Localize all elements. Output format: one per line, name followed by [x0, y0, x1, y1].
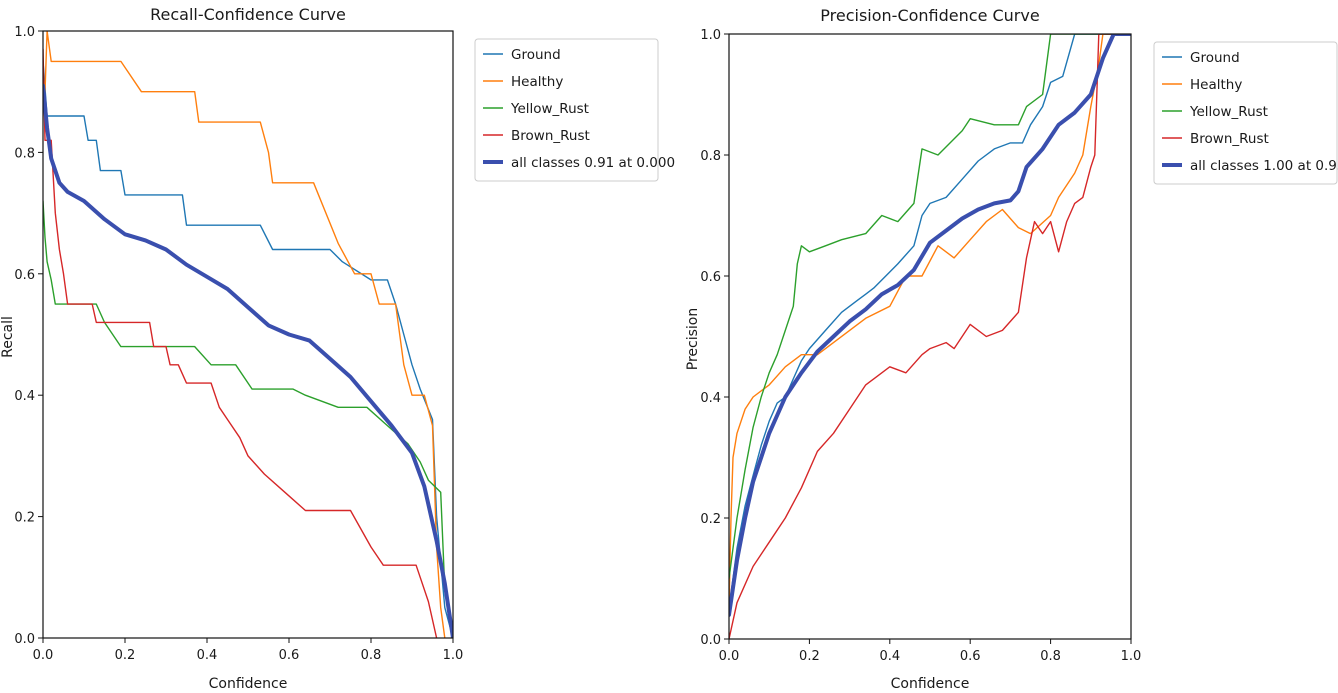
x-tick-label: 1.0: [443, 648, 464, 663]
x-tick-label: 0.8: [1040, 649, 1061, 664]
axes-frame: [42, 30, 454, 639]
x-tick-label: 0.6: [960, 649, 981, 664]
series-line-ground: [729, 34, 1131, 610]
series-line-all: [729, 34, 1131, 617]
chart-title: Precision-Confidence Curve: [820, 6, 1039, 25]
y-tick-label: 0.4: [700, 391, 721, 406]
y-tick-label: 0.6: [700, 270, 721, 285]
y-tick-label: 0.2: [700, 512, 721, 527]
x-tick-label: 0.2: [115, 648, 136, 663]
plot-area: 0.0 0.2 0.4 0.6 0.8 1.0 0.0 0.2 0.4 0.6 0.8 1.0: [700, 28, 1141, 664]
legend-entry: Yellow_Rust: [483, 101, 589, 117]
y-tick-label: 0.0: [14, 632, 35, 647]
y-tick-label: 1.0: [700, 28, 721, 43]
plot-area: 0.0 0.2 0.4 0.6 0.8 1.0 0.0 0.2 0.4 0.6 0.8 1.0: [14, 25, 463, 663]
series-line-yellow-rust: [729, 34, 1131, 580]
x-axis-label: Confidence: [209, 676, 288, 692]
legend-entry: Healthy: [483, 74, 563, 90]
legend-label: Healthy: [511, 74, 563, 90]
legend-entry: Brown_Rust: [1162, 131, 1269, 147]
legend-entry: all classes 1.00 at 0.957: [1162, 158, 1338, 174]
series-line-brown-rust: [43, 48, 438, 638]
x-tick-label: 0.4: [879, 649, 900, 664]
series-line-brown-rust: [729, 34, 1131, 639]
recall-confidence-chart: Recall-Confidence Curve 0.0 0.2 0.4 0.6 0.8 1…: [0, 5, 675, 692]
y-tick-label: 0.2: [14, 511, 35, 526]
series-line-healthy: [729, 34, 1131, 610]
series-line-ground: [43, 60, 453, 638]
x-tick-label: 0.0: [33, 648, 54, 663]
legend-label: Brown_Rust: [511, 128, 590, 144]
legend-label: Ground: [1190, 50, 1240, 66]
y-tick-label: 0.0: [700, 633, 721, 648]
y-tick-label: 0.4: [14, 389, 35, 404]
x-tick-label: 0.2: [799, 649, 820, 664]
legend-entry: Ground: [1162, 50, 1240, 66]
precision-confidence-chart: Precision-Confidence Curve 0.0 0.2 0.4 0.6 0…: [685, 6, 1338, 692]
y-tick-label: 0.8: [700, 149, 721, 164]
legend-entry: Brown_Rust: [483, 128, 590, 144]
legend-label: Ground: [511, 47, 561, 63]
legend-entry: all classes 0.91 at 0.000: [483, 155, 675, 171]
series-line-healthy: [43, 31, 446, 638]
x-tick-label: 0.4: [197, 648, 218, 663]
chart-title: Recall-Confidence Curve: [150, 5, 346, 24]
legend-label: Healthy: [1190, 77, 1242, 93]
legend-entry: Yellow_Rust: [1162, 104, 1268, 120]
x-tick-label: 0.8: [361, 648, 382, 663]
legend-label: Yellow_Rust: [1189, 104, 1268, 120]
legend-label: Yellow_Rust: [510, 101, 589, 117]
series-group: [43, 31, 453, 638]
x-tick-label: 1.0: [1121, 649, 1142, 664]
legend-label: all classes 1.00 at 0.957: [1190, 158, 1338, 174]
axes-frame: [728, 33, 1132, 640]
legend-label: Brown_Rust: [1190, 131, 1269, 147]
y-tick-label: 0.6: [14, 268, 35, 283]
legend-entry: Healthy: [1162, 77, 1242, 93]
x-axis-label: Confidence: [891, 676, 970, 692]
series-line-yellow-rust: [43, 200, 453, 638]
legend-box: [1153, 41, 1338, 185]
y-axis-label: Precision: [685, 308, 701, 370]
y-axis-label: Recall: [0, 316, 16, 358]
x-tick-label: 0.6: [279, 648, 300, 663]
y-tick-label: 1.0: [14, 25, 35, 40]
y-tick-label: 0.8: [14, 146, 35, 161]
x-tick-label: 0.0: [719, 649, 740, 664]
legend-entry: Ground: [483, 47, 561, 63]
series-line-all: [43, 83, 453, 638]
legend-box: [474, 38, 659, 182]
legend-label: all classes 0.91 at 0.000: [511, 155, 675, 171]
series-group: [729, 34, 1131, 639]
